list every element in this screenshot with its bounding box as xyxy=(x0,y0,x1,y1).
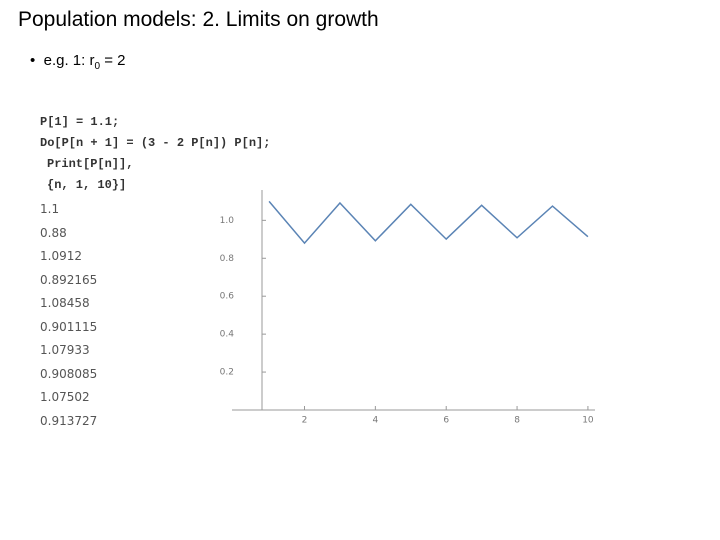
output-value: 0.913727 xyxy=(40,413,98,428)
data-line xyxy=(268,200,589,245)
bullet-marker: • xyxy=(30,52,36,69)
output-value: 0.892165 xyxy=(40,272,98,287)
code-line: P[1] = 1.1; xyxy=(40,115,120,129)
code-block: P[1] = 1.1; Do[P[n + 1] = (3 - 2 P[n]) P… xyxy=(40,112,270,196)
output-value: 1.0912 xyxy=(40,249,82,263)
output-value: 0.901115 xyxy=(40,319,98,334)
output-value: 1.07933 xyxy=(40,343,90,357)
bullet: • e.g. 1: r0 = 2 xyxy=(30,52,125,72)
x-tick-label: 10 xyxy=(582,416,594,426)
x-tick-label: 4 xyxy=(372,416,378,426)
output-value: 0.88 xyxy=(40,225,67,240)
bullet-text: = 2 xyxy=(100,52,126,69)
bullet-subscript: 0 xyxy=(94,61,101,72)
y-tick-label: 0.4 xyxy=(220,330,235,340)
output-value: 1.1 xyxy=(40,202,60,216)
slide-title: Population models: 2. Limits on growth xyxy=(18,8,379,31)
output-list: 1.1 0.88 1.0912 0.892165 1.08458 0.901115 1.07… xyxy=(40,198,97,433)
y-tick-label: 1.0 xyxy=(220,216,235,226)
output-value: 1.07502 xyxy=(40,390,90,404)
code-line: {n, 1, 10}] xyxy=(47,178,127,192)
y-tick-label: 0.8 xyxy=(220,254,235,264)
y-tick-label: 0.2 xyxy=(220,368,234,378)
x-tick-label: 6 xyxy=(443,416,449,426)
x-tick-label: 2 xyxy=(302,416,308,426)
bullet-text: e.g. 1: r xyxy=(43,52,95,69)
output-value: 0.908085 xyxy=(40,366,98,381)
code-line: Print[P[n]], xyxy=(47,157,134,171)
x-tick-label: 8 xyxy=(514,416,520,426)
code-line: Do[P[n + 1] = (3 - 2 P[n]) P[n]; xyxy=(40,136,271,150)
output-value: 1.08458 xyxy=(40,296,90,310)
y-tick-label: 0.6 xyxy=(220,292,235,302)
